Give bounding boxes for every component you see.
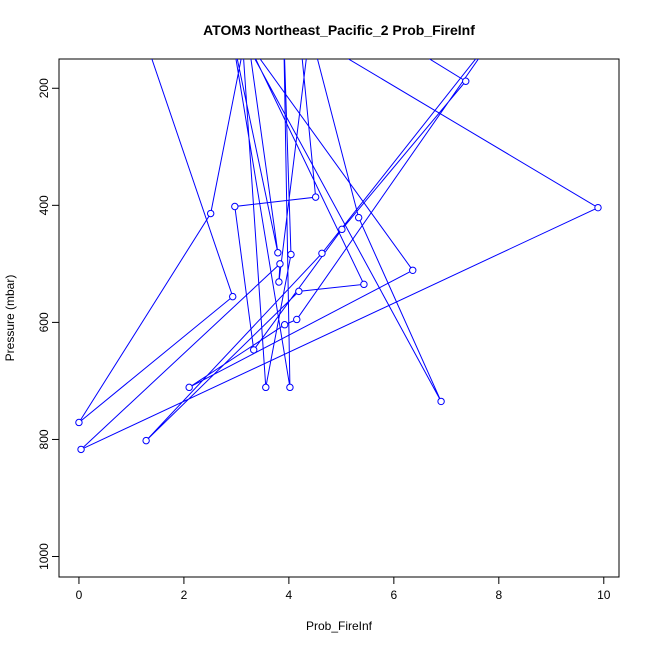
point — [276, 260, 284, 268]
chart-title: ATOM3 Northeast_Pacific_2 Prob_FireInf — [203, 22, 475, 38]
point — [311, 193, 320, 201]
plot-area — [75, 27, 602, 454]
point — [250, 346, 258, 354]
x-tick-label: 2 — [181, 588, 188, 602]
point — [417, 50, 423, 56]
point — [142, 436, 150, 445]
x-tick-label: 8 — [495, 588, 502, 602]
point — [496, 27, 502, 33]
point — [318, 249, 326, 258]
y-tick-label: 1000 — [37, 543, 51, 570]
y-tick-label: 600 — [37, 312, 51, 332]
point — [185, 383, 193, 392]
point — [229, 292, 237, 301]
point — [262, 383, 270, 392]
point — [77, 445, 85, 454]
point — [295, 287, 303, 296]
point — [206, 209, 215, 218]
x-tick-label: 6 — [391, 588, 398, 602]
point — [75, 418, 83, 427]
point — [437, 397, 445, 406]
point — [293, 315, 301, 324]
point — [409, 266, 417, 274]
point — [274, 249, 282, 257]
point — [231, 202, 239, 211]
x-tick-label: 0 — [76, 588, 83, 602]
point — [280, 321, 289, 329]
point — [354, 213, 363, 222]
point — [287, 250, 295, 259]
series-line — [78, 59, 600, 450]
y-tick-label: 800 — [37, 429, 51, 449]
x-tick-label: 4 — [286, 588, 293, 602]
x-axis-label: Prob_FireInf — [306, 619, 373, 633]
point — [286, 383, 294, 392]
y-tick-label: 200 — [37, 78, 51, 98]
y-axis-label: Pressure (mbar) — [3, 275, 17, 362]
plot-frame — [58, 58, 620, 578]
x-tick-label: 10 — [597, 588, 611, 602]
y-tick-label: 400 — [37, 195, 51, 215]
point — [462, 77, 470, 85]
point — [338, 225, 346, 234]
point — [275, 278, 283, 286]
point — [594, 203, 602, 212]
point — [360, 280, 368, 289]
point — [139, 27, 145, 33]
